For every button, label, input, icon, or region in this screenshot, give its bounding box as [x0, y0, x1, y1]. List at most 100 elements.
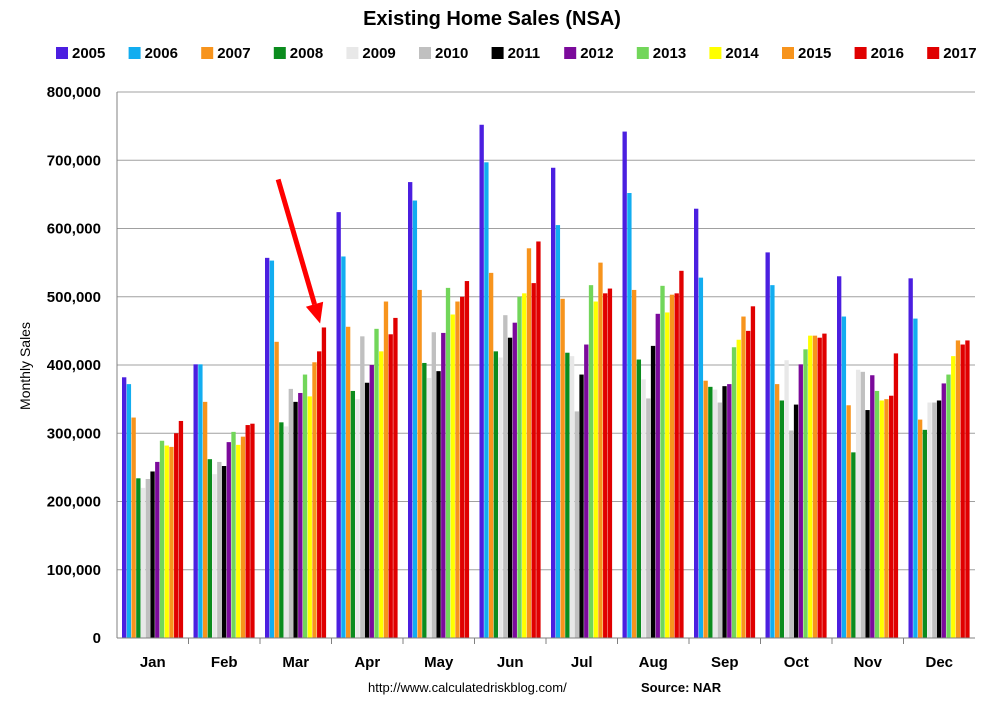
- bar-jul-2009: [569, 356, 575, 638]
- bar-nov-2013: [874, 390, 880, 638]
- y-tick-label: 400,000: [47, 357, 101, 374]
- bar-sep-2016: [746, 330, 751, 639]
- bar-nov-2010: [860, 371, 865, 638]
- legend-label-2017: 2017: [943, 45, 976, 62]
- bar-mar-2016: [317, 351, 322, 638]
- bar-aug-2008: [636, 359, 642, 638]
- bar-mar-2017: [321, 327, 327, 638]
- bar-jan-2012: [155, 461, 160, 638]
- bar-feb-2009: [212, 474, 217, 638]
- bar-dec-2012: [941, 383, 946, 638]
- bar-dec-2016: [960, 344, 965, 638]
- bar-aug-2013: [660, 285, 665, 638]
- bar-apr-2017: [393, 317, 398, 638]
- bar-sep-2017: [750, 306, 756, 638]
- bar-sep-2008: [708, 386, 713, 638]
- bar-jan-2008: [136, 478, 141, 638]
- bar-apr-2016: [388, 334, 393, 638]
- bar-nov-2011: [865, 410, 870, 638]
- bar-nov-2012: [870, 375, 875, 638]
- bar-jun-2007: [488, 272, 494, 638]
- y-tick-label: 500,000: [47, 289, 101, 306]
- bar-nov-2009: [855, 369, 861, 638]
- legend-swatch-2007: [201, 47, 214, 59]
- bar-dec-2006: [913, 318, 918, 638]
- bar-may-2009: [426, 377, 432, 638]
- bar-jun-2005: [479, 124, 484, 638]
- bar-jun-2006: [484, 162, 489, 639]
- bar-apr-2010: [360, 336, 365, 638]
- x-tick-label: Jun: [497, 654, 524, 671]
- legend-label-2013: 2013: [653, 45, 686, 62]
- bar-mar-2012: [298, 392, 303, 638]
- bar-aug-2007: [631, 289, 637, 638]
- bar-aug-2014: [665, 312, 670, 638]
- bar-mar-2009: [283, 426, 289, 638]
- bar-jul-2008: [565, 352, 570, 638]
- bar-aug-2012: [655, 313, 660, 638]
- bar-mar-2013: [302, 374, 308, 638]
- bar-nov-2005: [837, 276, 842, 638]
- bar-dec-2017: [965, 340, 970, 638]
- bar-apr-2005: [336, 212, 341, 638]
- bar-may-2012: [441, 332, 446, 638]
- bar-jun-2010: [503, 315, 508, 638]
- bar-oct-2017: [822, 333, 827, 638]
- bar-jan-2015: [169, 446, 174, 638]
- bar-feb-2012: [226, 442, 231, 638]
- bar-may-2014: [450, 314, 455, 638]
- bar-jan-2016: [174, 433, 179, 638]
- bar-jul-2012: [584, 344, 589, 638]
- y-tick-label: 800,000: [47, 84, 101, 101]
- x-tick-label: Aug: [639, 654, 668, 671]
- bar-nov-2016: [889, 395, 894, 638]
- bar-jun-2016: [531, 283, 536, 638]
- legend-swatch-2010: [419, 47, 431, 59]
- bar-oct-2006: [770, 285, 775, 638]
- bar-jun-2009: [498, 357, 503, 638]
- bar-oct-2015: [812, 335, 818, 638]
- bar-oct-2014: [808, 335, 813, 638]
- legend-label-2015: 2015: [798, 45, 831, 62]
- bar-feb-2016: [245, 425, 250, 638]
- bar-jan-2009: [140, 487, 146, 638]
- bar-jul-2015: [598, 262, 603, 639]
- x-tick-label: Apr: [354, 654, 380, 671]
- bar-jan-2017: [178, 420, 184, 638]
- legend-swatch-2008: [273, 47, 286, 59]
- legend-label-2012: 2012: [580, 45, 613, 62]
- bar-feb-2006: [198, 364, 203, 638]
- bar-may-2015: [455, 301, 460, 638]
- bar-jun-2008: [493, 351, 499, 638]
- x-tick-label: Jul: [571, 654, 593, 671]
- legend-swatch-2017: [927, 47, 940, 59]
- bar-aug-2016: [674, 293, 679, 638]
- y-tick-label: 100,000: [47, 562, 101, 579]
- bar-jul-2005: [551, 167, 556, 638]
- y-axis-label: Monthly Sales: [17, 322, 33, 410]
- x-tick-label: Feb: [211, 654, 238, 671]
- bar-dec-2011: [936, 400, 942, 638]
- bar-may-2017: [464, 281, 470, 638]
- bar-oct-2013: [803, 349, 808, 638]
- bar-feb-2014: [236, 444, 241, 638]
- legend-label-2016: 2016: [871, 45, 904, 62]
- bar-jun-2015: [526, 248, 532, 639]
- bar-may-2016: [460, 296, 465, 638]
- bar-jun-2011: [507, 337, 513, 638]
- footer-url: http://www.calculatedriskblog.com/: [368, 680, 567, 695]
- bar-jul-2006: [555, 225, 561, 638]
- legend-swatch-2014: [709, 47, 722, 59]
- bar-apr-2009: [355, 399, 360, 639]
- bar-sep-2009: [712, 389, 718, 638]
- legend-label-2008: 2008: [290, 45, 323, 62]
- legend-label-2007: 2007: [217, 45, 250, 62]
- bar-oct-2008: [779, 400, 785, 638]
- bar-apr-2007: [345, 326, 351, 638]
- bar-oct-2011: [793, 404, 799, 638]
- bar-jul-2013: [588, 285, 594, 638]
- bar-nov-2006: [841, 316, 847, 638]
- bar-sep-2006: [698, 277, 704, 638]
- bar-jan-2014: [164, 445, 169, 638]
- footer-source: Source: NAR: [641, 680, 722, 695]
